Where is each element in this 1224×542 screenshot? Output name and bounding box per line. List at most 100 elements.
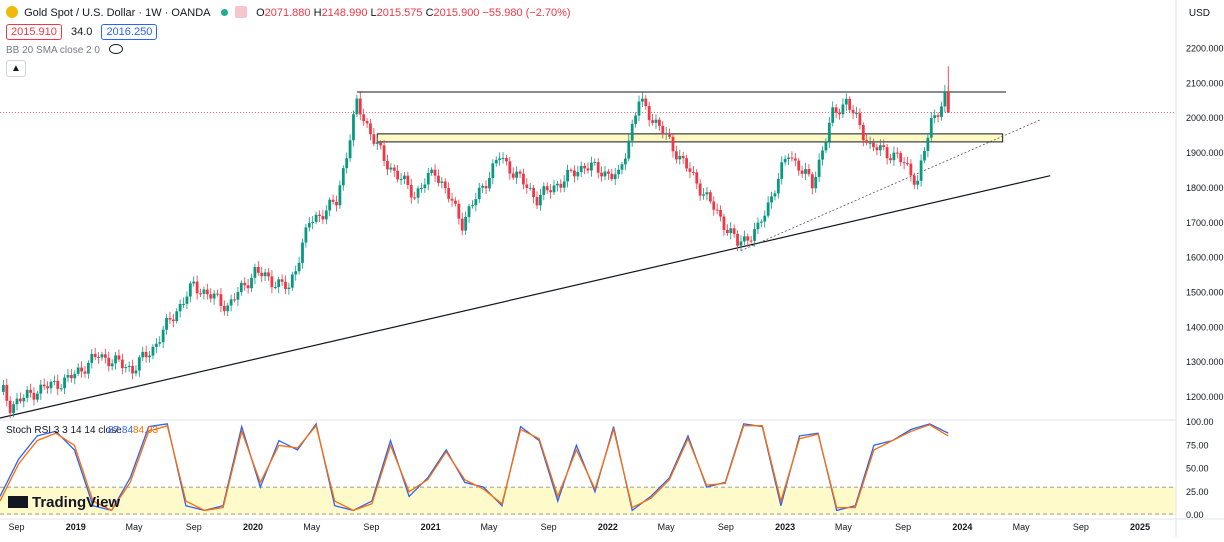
gold-icon [6, 6, 18, 18]
eye-icon[interactable] [235, 6, 248, 18]
candle-body [297, 262, 301, 272]
candle-body [253, 267, 257, 278]
candle-body [674, 151, 678, 160]
candle-body [804, 169, 807, 174]
candle-body [243, 282, 247, 286]
candle-body [736, 233, 739, 246]
candle-body [256, 267, 260, 273]
candle-body [131, 365, 134, 374]
candle-body [844, 98, 848, 105]
bid-button[interactable]: 2015.910 [6, 24, 62, 40]
candle-body [848, 98, 852, 110]
candle-body [229, 299, 233, 306]
candle-body [352, 114, 355, 141]
candle-body [18, 398, 22, 402]
candle-body [817, 159, 821, 177]
candle-body [858, 113, 862, 126]
candle-body [185, 296, 189, 304]
trendline-solid [0, 175, 1051, 419]
trendline-dotted [740, 119, 1041, 252]
candle-body [358, 98, 362, 115]
stoch-rsi-d-value: 84.93 [133, 425, 158, 436]
candle-body [943, 91, 947, 107]
candle-body [409, 184, 413, 198]
candle-body [304, 227, 308, 243]
support-zone [376, 133, 1004, 143]
candle-body [787, 157, 790, 159]
candle-body [664, 133, 668, 135]
candle-body [182, 303, 185, 305]
high-value: 2148.990 [321, 7, 368, 19]
rsi-tick-label: 0.00 [1186, 510, 1204, 520]
candle-body [732, 228, 736, 234]
candle-body [406, 175, 410, 185]
candle-body [103, 354, 107, 358]
candle-body [637, 101, 641, 116]
candle-body [725, 229, 729, 234]
time-tick-label: Sep [9, 522, 25, 532]
candle-body [776, 178, 780, 194]
candle-body [233, 299, 236, 301]
candle-body [392, 167, 396, 171]
price-tick-label: 1900.000 [1186, 148, 1224, 158]
candle-body [906, 163, 909, 165]
candle-body [447, 188, 451, 199]
candle-body [219, 294, 223, 306]
candle-body [239, 282, 243, 293]
candle-body [83, 371, 87, 374]
stoch-rsi-title: Stoch RSI 3 3 14 14 close [6, 425, 122, 436]
ask-button[interactable]: 2016.250 [101, 24, 158, 40]
candle-body [457, 203, 461, 219]
candle-body [892, 152, 896, 161]
hidden-eye-icon[interactable] [108, 44, 123, 54]
candle-body [270, 276, 274, 288]
symbol-legend: Gold Spot / U.S. Dollar · 1W · OANDA O20… [6, 6, 571, 19]
candle-body [460, 218, 464, 231]
candle-body [188, 283, 192, 297]
time-tick-label: Sep [363, 522, 379, 532]
candle-body [433, 169, 437, 176]
candle-body [515, 171, 519, 178]
candle-body [365, 121, 369, 124]
candle-body [148, 355, 151, 358]
candle-body [443, 181, 447, 189]
candle-body [617, 169, 620, 175]
candle-body [586, 168, 590, 171]
candle-body [600, 172, 603, 177]
candle-body [331, 199, 335, 202]
candle-body [647, 106, 651, 121]
candle-body [158, 342, 162, 344]
candle-body [202, 289, 206, 294]
candle-body [375, 142, 379, 144]
candle-body [610, 173, 614, 180]
candle-body [556, 183, 559, 186]
candle-body [933, 115, 937, 118]
currency-label[interactable]: USD [1188, 8, 1210, 19]
candle-body [872, 142, 875, 148]
candle-body [505, 158, 508, 162]
candle-body [702, 194, 705, 196]
candle-body [93, 353, 97, 358]
candle-body [250, 277, 253, 289]
candle-body [59, 388, 63, 390]
candle-body [423, 184, 427, 189]
candle-body [916, 180, 920, 185]
candle-body [117, 355, 121, 360]
collapse-toggle-button[interactable]: ▲ [6, 60, 26, 77]
candle-body [426, 172, 430, 185]
time-tick-label: May [480, 522, 498, 532]
bb-indicator-label[interactable]: BB 20 SMA close 2 0 [6, 45, 100, 56]
stoch-rsi-k-value: 87.84 [108, 425, 133, 436]
price-tick-label: 1600.000 [1186, 253, 1224, 263]
candle-body [926, 137, 930, 151]
symbol-title[interactable]: Gold Spot / U.S. Dollar · 1W · OANDA [24, 7, 210, 19]
candle-body [889, 158, 892, 161]
candle-body [746, 236, 750, 241]
time-tick-label: 2023 [775, 522, 795, 532]
candle-body [97, 357, 100, 359]
candle-body [437, 175, 440, 183]
candle-body [827, 122, 831, 142]
candle-body [623, 158, 627, 165]
